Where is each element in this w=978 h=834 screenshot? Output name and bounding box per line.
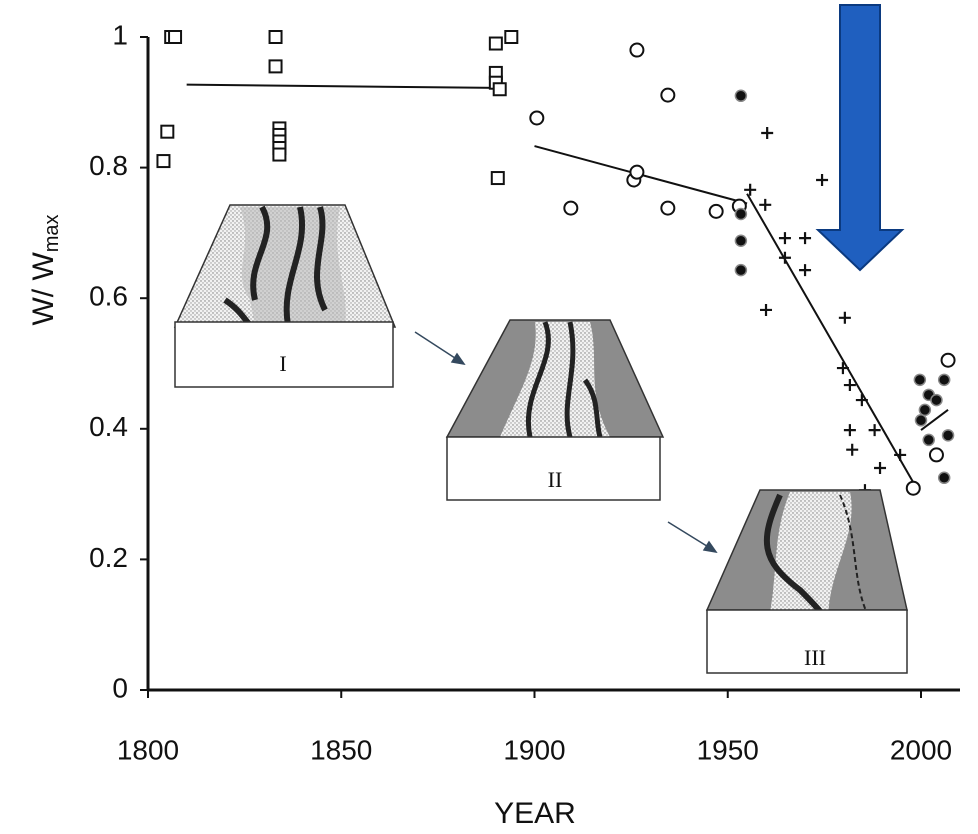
point	[943, 430, 954, 441]
point	[735, 90, 746, 101]
point	[630, 166, 643, 179]
point	[907, 482, 920, 495]
point	[914, 374, 925, 385]
point	[169, 31, 181, 43]
y-tick-label: 0.2	[89, 542, 128, 573]
y-tick-label: 0.6	[89, 281, 128, 312]
chart: 1800185019001950200000.20.40.60.81 I II …	[0, 0, 978, 834]
y-axis-label-main: W/ W	[27, 252, 60, 326]
point	[942, 354, 955, 367]
point	[869, 424, 881, 436]
inset-label: I	[279, 351, 286, 376]
point	[846, 444, 858, 456]
point	[270, 60, 282, 72]
point	[273, 149, 285, 161]
y-tick-label: 0.4	[89, 411, 128, 442]
point	[530, 111, 543, 124]
point	[661, 202, 674, 215]
point	[931, 395, 942, 406]
point	[630, 44, 643, 57]
point	[816, 174, 828, 186]
x-tick-label: 1900	[503, 734, 565, 765]
point	[710, 205, 723, 218]
point	[661, 89, 674, 102]
point	[505, 31, 517, 43]
point	[930, 448, 943, 461]
point	[779, 232, 791, 244]
x-tick-label: 1850	[310, 734, 372, 765]
y-tick-label: 0.8	[89, 150, 128, 181]
point	[494, 83, 506, 95]
point	[744, 184, 756, 196]
point	[939, 472, 950, 483]
x-tick-label: 1950	[697, 734, 759, 765]
x-tick-label: 2000	[890, 734, 952, 765]
point	[760, 304, 772, 316]
highlight-arrow	[818, 5, 902, 270]
y-tick-label: 1	[112, 19, 128, 50]
point	[735, 208, 746, 219]
point	[735, 265, 746, 276]
point	[916, 415, 927, 426]
trend-line	[187, 85, 496, 88]
inset-diagram: I	[175, 205, 395, 387]
point	[157, 155, 169, 167]
x-axis-label: YEAR	[494, 797, 576, 830]
point	[923, 434, 934, 445]
point	[799, 232, 811, 244]
y-tick-label: 0	[112, 672, 128, 703]
point	[161, 126, 173, 138]
point	[735, 235, 746, 246]
point	[856, 394, 868, 406]
point	[837, 362, 849, 374]
inset-label: II	[548, 467, 563, 492]
point	[874, 462, 886, 474]
inset-diagram: III	[707, 490, 907, 673]
inset-diagram: II	[447, 320, 663, 500]
point	[761, 127, 773, 139]
point	[270, 31, 282, 43]
point	[490, 38, 502, 50]
point	[759, 199, 771, 211]
x-tick-label: 1800	[117, 734, 179, 765]
point	[564, 202, 577, 215]
y-axis-label: W/ Wmax	[27, 214, 63, 325]
inset-label: III	[804, 645, 826, 670]
point	[919, 404, 930, 415]
point	[492, 172, 504, 184]
point	[839, 312, 851, 324]
point	[799, 264, 811, 276]
point	[844, 424, 856, 436]
y-axis-label-sub: max	[41, 214, 63, 252]
point	[939, 374, 950, 385]
